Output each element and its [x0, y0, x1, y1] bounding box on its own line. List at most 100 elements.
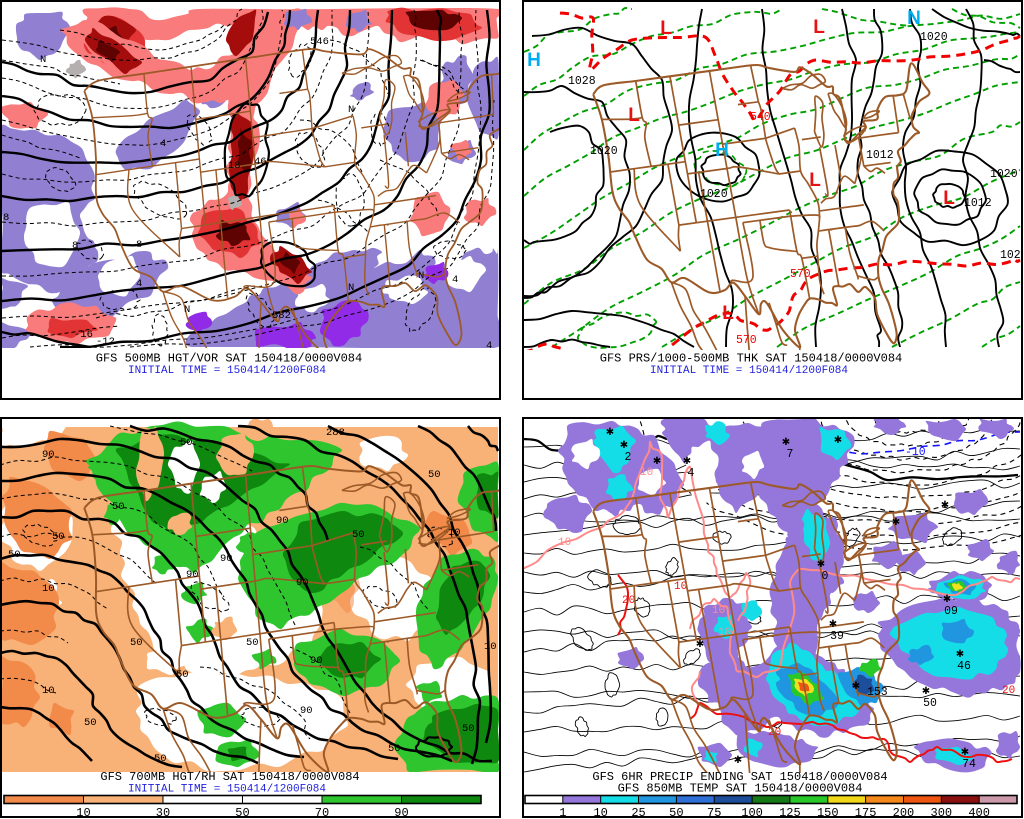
svg-text:100: 100 [741, 806, 763, 818]
svg-text:50: 50 [388, 743, 401, 755]
svg-text:L: L [813, 17, 825, 38]
svg-text:4: 4 [688, 467, 695, 480]
svg-text:50: 50 [84, 717, 97, 729]
svg-text:1028: 1028 [568, 75, 596, 88]
svg-text:1020: 1020 [700, 188, 728, 201]
svg-text:L: L [660, 18, 672, 39]
svg-text:GFS 500MB HGT/VOR SAT 150418/0: GFS 500MB HGT/VOR SAT 150418/0000V084 [96, 352, 362, 366]
svg-text:GFS PRS/1000-500MB THK SAT 150: GFS PRS/1000-500MB THK SAT 150418/0000V0… [600, 352, 902, 366]
svg-text:300: 300 [931, 806, 953, 818]
svg-text:582: 582 [272, 310, 291, 322]
svg-text:-12: -12 [96, 336, 115, 348]
svg-text:125: 125 [779, 806, 801, 818]
svg-text:✱: ✱ [696, 636, 704, 651]
svg-text:✱: ✱ [922, 683, 930, 698]
svg-text:150: 150 [817, 806, 839, 818]
svg-text:200: 200 [893, 806, 915, 818]
svg-text:✱: ✱ [782, 434, 790, 449]
svg-text:50: 50 [180, 437, 193, 449]
svg-text:L: L [809, 170, 821, 191]
svg-text:✱: ✱ [956, 646, 964, 661]
svg-text:74: 74 [962, 758, 976, 771]
svg-text:1020: 1020 [990, 168, 1018, 181]
svg-text:✱: ✱ [943, 591, 951, 606]
svg-text:90: 90 [296, 577, 309, 589]
svg-text:✱: ✱ [834, 432, 842, 447]
svg-text:50: 50 [246, 637, 259, 649]
svg-text:50: 50 [235, 806, 249, 818]
svg-text:400: 400 [968, 806, 990, 818]
svg-text:8: 8 [72, 240, 78, 252]
svg-text:540: 540 [750, 111, 771, 124]
svg-text:H: H [527, 50, 541, 71]
svg-text:570: 570 [736, 334, 757, 347]
svg-text:1020: 1020 [590, 145, 618, 158]
svg-text:90: 90 [310, 655, 323, 667]
svg-text:570: 570 [790, 268, 811, 281]
svg-text:10: 10 [640, 467, 653, 479]
svg-text:10: 10 [42, 685, 55, 697]
svg-text:10: 10 [674, 581, 687, 593]
svg-text:10: 10 [712, 605, 725, 617]
svg-text:90: 90 [186, 569, 199, 581]
svg-text:✱: ✱ [829, 616, 837, 631]
svg-text:20: 20 [622, 595, 635, 607]
svg-text:10: 10 [76, 806, 90, 818]
svg-text:50: 50 [669, 806, 683, 818]
svg-text:50: 50 [923, 697, 937, 710]
svg-text:N: N [40, 54, 46, 66]
svg-text:1012: 1012 [866, 149, 894, 162]
svg-text:90: 90 [42, 449, 55, 461]
svg-text:46: 46 [254, 156, 267, 168]
svg-text:N: N [184, 304, 190, 316]
svg-text:H: H [715, 140, 729, 161]
svg-text:90: 90 [276, 515, 289, 527]
svg-text:✱: ✱ [817, 556, 825, 571]
svg-text:4: 4 [452, 274, 458, 286]
svg-text:INITIAL TIME = 150414/1200F084: INITIAL TIME = 150414/1200F084 [128, 365, 326, 377]
svg-text:50: 50 [462, 723, 475, 735]
svg-text:1012: 1012 [964, 197, 992, 210]
svg-text:L: L [943, 188, 955, 209]
svg-text:1020: 1020 [920, 31, 948, 44]
svg-text:✱: ✱ [653, 453, 661, 468]
svg-text:N: N [418, 270, 424, 282]
svg-text:N: N [348, 282, 354, 294]
svg-text:✱: ✱ [683, 453, 691, 468]
svg-text:10: 10 [448, 527, 461, 539]
svg-text:10: 10 [42, 583, 55, 595]
svg-text:2: 2 [625, 451, 632, 464]
svg-text:GFS 700MB HGT/RH SAT 150418/00: GFS 700MB HGT/RH SAT 150418/0000V084 [100, 770, 359, 784]
svg-text:50: 50 [428, 469, 441, 481]
svg-text:153: 153 [867, 686, 888, 699]
svg-text:46: 46 [957, 660, 971, 673]
svg-text:1: 1 [559, 806, 566, 818]
svg-text:0: 0 [822, 570, 829, 583]
svg-text:20: 20 [1002, 685, 1015, 697]
svg-text:✱: ✱ [734, 752, 742, 767]
svg-text:70: 70 [315, 806, 329, 818]
svg-text:✱: ✱ [892, 514, 900, 529]
svg-text:50: 50 [52, 531, 65, 543]
svg-text:✱: ✱ [941, 497, 949, 512]
svg-text:175: 175 [855, 806, 877, 818]
svg-text:L: L [628, 105, 640, 126]
svg-text:90: 90 [220, 553, 233, 565]
svg-text:GFS 6HR PRECIP ENDING SAT 1504: GFS 6HR PRECIP ENDING SAT 150418/0000V08… [592, 770, 887, 784]
svg-text:10: 10 [593, 806, 607, 818]
svg-text:7: 7 [787, 448, 794, 461]
svg-text:✱: ✱ [852, 678, 860, 693]
svg-text:4: 4 [486, 340, 492, 352]
svg-text:GFS 850MB TEMP SAT 150418/0000: GFS 850MB TEMP SAT 150418/0000V084 [618, 782, 863, 796]
svg-text:INITIAL TIME = 150414/1200F084: INITIAL TIME = 150414/1200F084 [650, 365, 848, 377]
svg-text:-16: -16 [74, 329, 93, 341]
svg-text:50: 50 [112, 501, 125, 513]
svg-text:288: 288 [326, 427, 345, 439]
svg-text:N: N [907, 8, 921, 29]
svg-text:50: 50 [352, 529, 365, 541]
svg-text:4: 4 [160, 138, 166, 150]
svg-text:10: 10 [558, 537, 571, 549]
svg-text:75: 75 [707, 806, 721, 818]
svg-text:18: 18 [228, 160, 241, 172]
svg-text:50: 50 [130, 637, 143, 649]
